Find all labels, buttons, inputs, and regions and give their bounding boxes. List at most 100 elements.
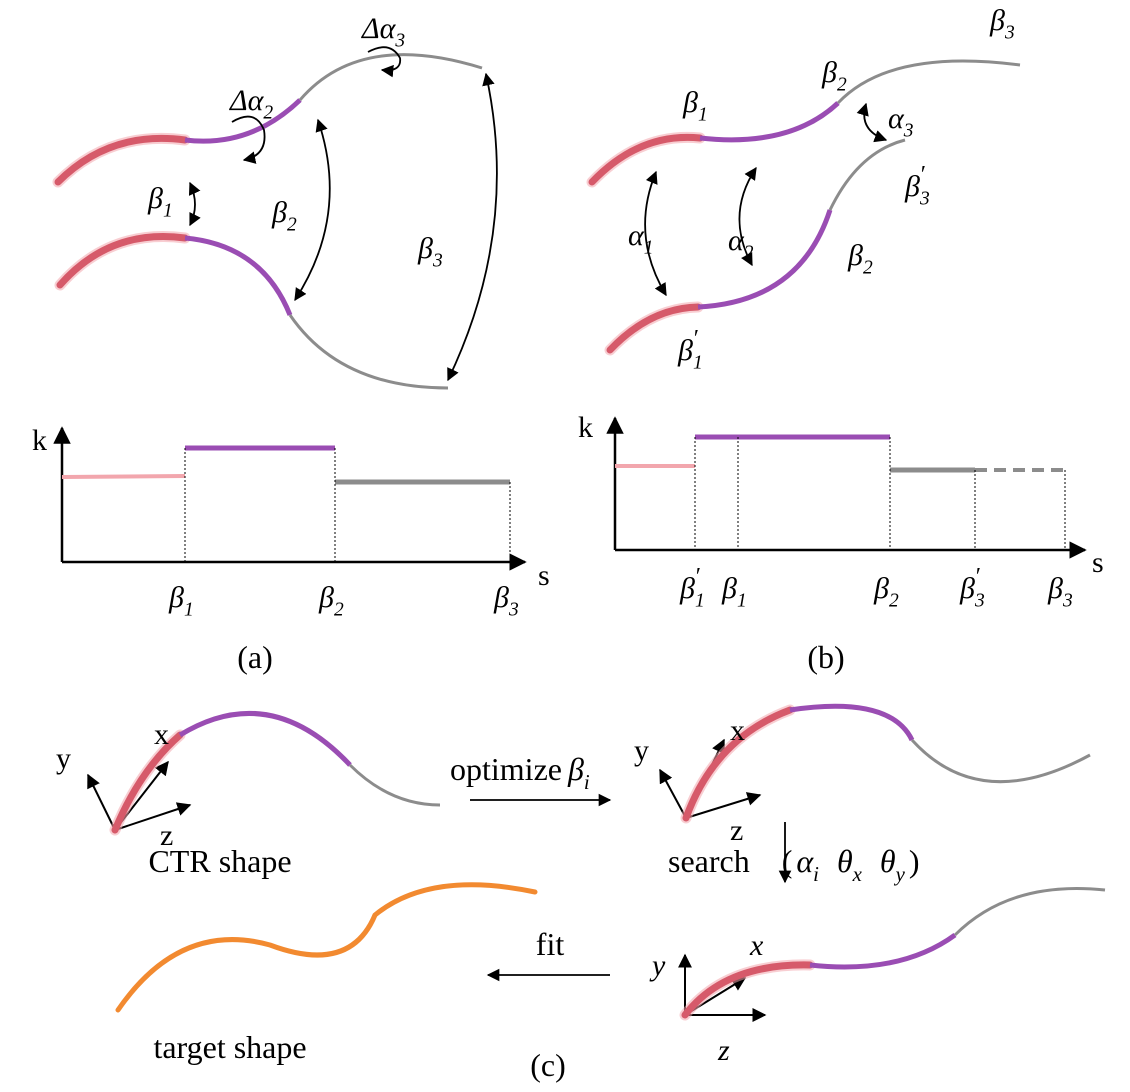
symbol-base: β xyxy=(168,581,184,614)
symbol-subscript: 3 xyxy=(903,120,914,141)
symbol-subscript: 1 xyxy=(644,237,654,258)
label: β1 xyxy=(168,581,194,620)
label: fit xyxy=(536,926,565,962)
label: Δα2 xyxy=(229,84,273,123)
symbol-subscript: 1 xyxy=(184,599,194,620)
label: β2 xyxy=(318,581,344,620)
symbol-base: β xyxy=(682,86,698,119)
symbol-subscript: 2 xyxy=(837,74,847,95)
label: β2 xyxy=(271,196,297,235)
symbol-base: β xyxy=(959,572,975,605)
label: β1′ xyxy=(677,326,703,374)
label: (c) xyxy=(530,1047,566,1083)
label: β1 xyxy=(147,182,173,221)
panel-b-shapes xyxy=(586,59,1021,356)
symbol-subscript: 2 xyxy=(744,242,754,263)
label: x xyxy=(730,714,745,747)
symbol-base: α xyxy=(796,843,814,879)
symbol-subscript: 1 xyxy=(698,104,708,125)
symbol-subscript: 2 xyxy=(334,599,344,620)
symbol-base: β xyxy=(721,572,737,605)
symbol-subscript: 2 xyxy=(863,257,873,278)
symbol-base: α xyxy=(728,224,745,257)
label: β3′ xyxy=(959,564,985,612)
symbol-base: β xyxy=(847,239,863,272)
label: β2 xyxy=(847,239,873,278)
label: y xyxy=(56,742,71,775)
symbol-prime: ′ xyxy=(694,326,699,352)
symbol-base: Δα xyxy=(229,84,265,117)
symbol-prime: ′ xyxy=(921,162,926,188)
symbol-base: Δα xyxy=(361,12,397,45)
label: β2 xyxy=(821,56,847,95)
symbol-subscript: 2 xyxy=(287,214,297,235)
symbol-subscript: 1 xyxy=(163,200,173,221)
label: target shape xyxy=(153,1029,306,1065)
symbol-subscript: 2 xyxy=(263,102,273,123)
label: k xyxy=(578,411,593,444)
symbol-subscript: 3 xyxy=(974,590,985,611)
symbol-base: β xyxy=(493,581,509,614)
label: z xyxy=(730,814,743,847)
label: β1 xyxy=(682,86,708,125)
label: k xyxy=(32,424,47,457)
label: y xyxy=(649,949,666,982)
label: z xyxy=(160,819,173,852)
label: y xyxy=(634,734,649,767)
symbol-subscript: 3 xyxy=(1004,22,1015,43)
symbol-subscript: 1 xyxy=(693,352,703,373)
symbol-subscript: 1 xyxy=(737,590,747,611)
symbol-subscript: i xyxy=(813,863,819,886)
symbol-subscript: y xyxy=(894,863,906,886)
symbol-subscript: 3 xyxy=(394,30,405,51)
search-label: search(αi θx θy) xyxy=(668,843,920,886)
label: β2 xyxy=(873,572,899,611)
label: β3 xyxy=(417,232,443,271)
symbol-base: β xyxy=(567,751,584,787)
label: β1′ xyxy=(679,564,705,612)
word: search xyxy=(668,843,750,879)
symbol-base: β xyxy=(417,232,433,265)
symbol-base: β xyxy=(873,572,889,605)
label: x xyxy=(749,929,764,962)
word: optimize xyxy=(450,751,562,787)
symbol-subscript: x xyxy=(852,863,863,886)
symbol-subscript: 1 xyxy=(695,590,705,611)
label: α3 xyxy=(888,102,914,141)
label: β3′ xyxy=(904,162,930,210)
symbol-base: α xyxy=(888,102,905,135)
paren: ( xyxy=(782,843,793,879)
symbol-subscript: 3 xyxy=(432,250,443,271)
symbol-subscript: 3 xyxy=(919,188,930,209)
label: (a) xyxy=(237,639,273,675)
symbol-base: α xyxy=(628,219,645,252)
symbol-subscript: 2 xyxy=(889,590,899,611)
label: (b) xyxy=(807,639,844,675)
symbol-subscript: i xyxy=(584,771,590,794)
label: x xyxy=(154,718,169,751)
symbol-prime: ′ xyxy=(976,564,981,590)
symbol-subscript: 3 xyxy=(1062,590,1073,611)
symbol-subscript: 3 xyxy=(508,599,519,620)
symbol-base: β xyxy=(989,4,1005,37)
panel-b-graph xyxy=(606,416,1087,559)
label: CTR shape xyxy=(148,843,291,879)
label: β3 xyxy=(1047,572,1073,611)
paren: ) xyxy=(909,843,920,879)
symbol-base: β xyxy=(318,581,334,614)
label: β1 xyxy=(721,572,747,611)
symbol-base: β xyxy=(147,182,163,215)
symbol-base: β xyxy=(821,56,837,89)
symbol-prime: ′ xyxy=(696,564,701,590)
label: α2 xyxy=(728,224,754,263)
optimize-label: optimize βi xyxy=(450,751,590,794)
label: s xyxy=(538,559,550,592)
label: β3 xyxy=(493,581,519,620)
label: β3 xyxy=(989,4,1015,43)
symbol-base: β xyxy=(679,572,695,605)
label: Δα3 xyxy=(361,12,405,51)
symbol-base: θ xyxy=(880,843,896,879)
panel-a-graph xyxy=(53,426,527,571)
